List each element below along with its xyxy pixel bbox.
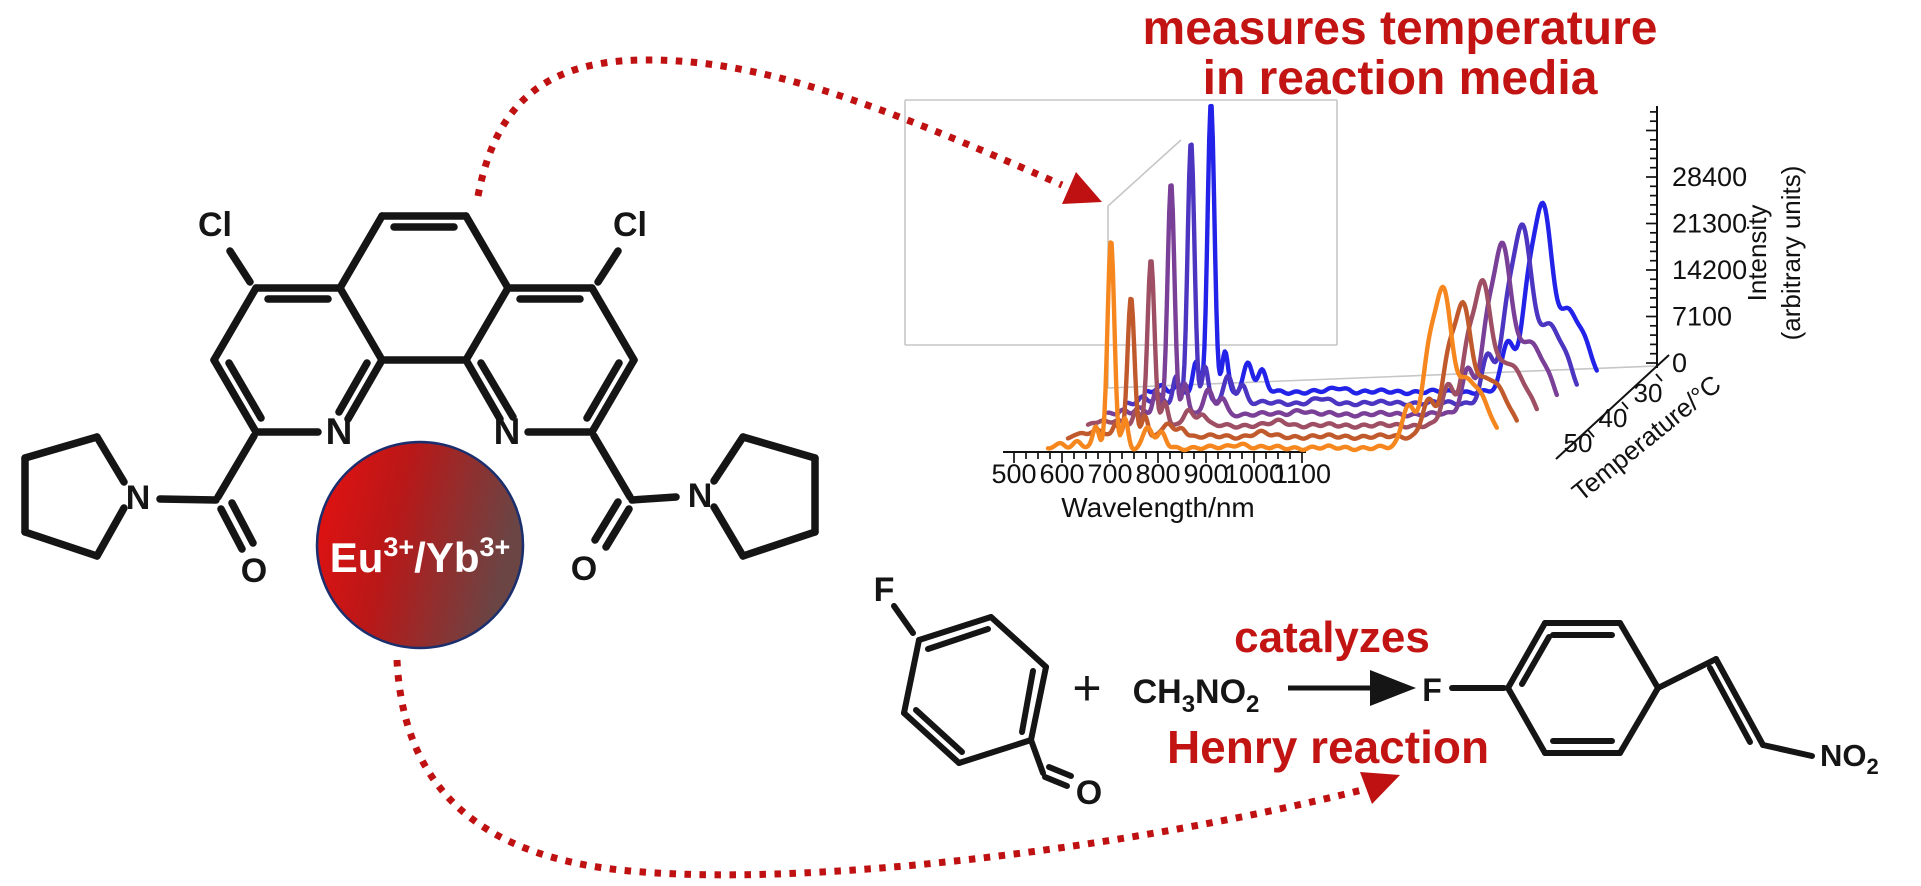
x-tick-label: 1000 bbox=[1224, 459, 1284, 489]
z-tick-label: 0 bbox=[1672, 348, 1687, 378]
n-ring-label-right: N bbox=[494, 411, 521, 452]
spectrum-curve-42C bbox=[1085, 259, 1540, 430]
temperature-tick-label: 50 bbox=[1564, 428, 1593, 458]
x-tick-label: 600 bbox=[1039, 459, 1084, 489]
aldehyde-f-label: F bbox=[874, 571, 895, 609]
aldehyde-o-label: O bbox=[1076, 774, 1102, 812]
nitromethane-label: CH3NO2 bbox=[1133, 673, 1260, 718]
plot-back-frame bbox=[904, 99, 1658, 389]
cl-label-left: Cl bbox=[198, 206, 232, 244]
plus-sign: + bbox=[1072, 660, 1101, 716]
spectrum-curve-30C bbox=[1145, 103, 1600, 397]
intensity-axis-title-line2: (arbitrary units) bbox=[1776, 166, 1806, 341]
n-pyrrolidine-label-left: N bbox=[126, 479, 151, 517]
o-label-right: O bbox=[571, 550, 597, 588]
spectrum-curve-50C bbox=[1045, 240, 1500, 453]
intensity-axis-title-line1: Intensity bbox=[1742, 205, 1772, 302]
z-tick-label: 14200 bbox=[1672, 255, 1747, 285]
fluorobenzaldehyde bbox=[891, 603, 1074, 789]
dotted-arrow-to-reaction bbox=[393, 659, 1400, 879]
spectrum-curve-46C bbox=[1065, 296, 1520, 441]
product-no2-label: NO2 bbox=[1820, 738, 1879, 779]
dotted-arrow-to-plot bbox=[474, 56, 1102, 204]
henry-reaction-label: Henry reaction bbox=[1167, 721, 1489, 773]
phenanthroline-ligand bbox=[21, 212, 819, 560]
ligand-atom-labels: Cl Cl N N N N O O bbox=[126, 206, 713, 590]
intensity-axis: 0 7100 14200 21300 28400 bbox=[1646, 106, 1747, 378]
product-f-label: F bbox=[1422, 672, 1442, 708]
cl-label-right: Cl bbox=[613, 206, 647, 244]
catalyzes-label: catalyzes bbox=[1234, 613, 1430, 662]
spectrum-curve-38C bbox=[1105, 183, 1560, 419]
waterfall-curves bbox=[1045, 103, 1600, 453]
temperature-tick-label: 40 bbox=[1599, 403, 1628, 433]
n-ring-label-left: N bbox=[326, 411, 353, 452]
o-label-left: O bbox=[241, 552, 267, 590]
temperature-tick-label: 30 bbox=[1634, 378, 1663, 408]
arrowhead-icon bbox=[1360, 772, 1400, 804]
nitrostyrene-product bbox=[1449, 620, 1815, 759]
x-tick-label: 800 bbox=[1135, 459, 1180, 489]
wavelength-axis-title: Wavelength/nm bbox=[1061, 492, 1255, 523]
spectrum-curve-34C bbox=[1125, 142, 1580, 408]
z-tick-label: 21300 bbox=[1672, 209, 1747, 239]
arrowhead-icon bbox=[1062, 172, 1102, 204]
reaction-arrow-icon bbox=[1288, 670, 1416, 706]
metal-ions-label: Eu3+/Yb3+ bbox=[330, 532, 511, 581]
z-tick-label: 28400 bbox=[1672, 162, 1747, 192]
x-tick-label: 1100 bbox=[1273, 459, 1331, 489]
plot-title-line2: in reaction media bbox=[1203, 52, 1598, 105]
x-tick-label: 500 bbox=[991, 459, 1036, 489]
z-tick-label: 7100 bbox=[1672, 302, 1732, 332]
x-tick-label: 900 bbox=[1183, 459, 1228, 489]
plot-title-line1: measures temperature bbox=[1143, 2, 1658, 55]
x-tick-label: 700 bbox=[1087, 459, 1132, 489]
henry-reaction-scheme: F O + CH3NO2 catalyzes Henry reaction F bbox=[874, 571, 1879, 812]
lanthanide-circle: Eu3+/Yb3+ bbox=[315, 440, 525, 650]
n-pyrrolidine-label-right: N bbox=[688, 477, 713, 515]
